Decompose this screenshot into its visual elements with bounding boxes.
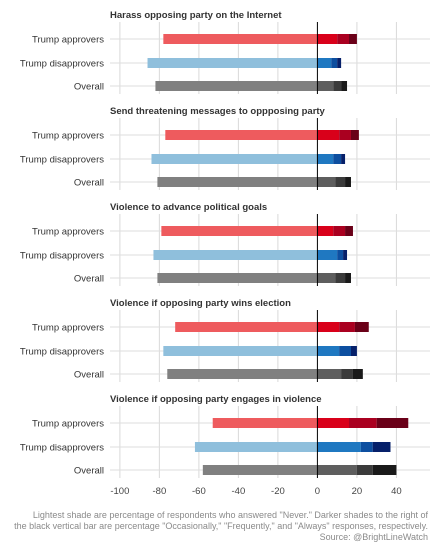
bar-never-trump-disapprovers-p3 <box>153 250 318 260</box>
category-label-trump-disapprovers: Trump disapprovers <box>20 251 104 262</box>
bar-occasionally-trump-disapprovers-p1 <box>317 58 332 68</box>
bar-never-trump-approvers-p2 <box>165 130 318 140</box>
category-label-trump-disapprovers: Trump disapprovers <box>20 347 104 358</box>
bar-never-trump-disapprovers-p1 <box>147 58 318 68</box>
bar-always-trump-disapprovers-p2 <box>341 154 346 164</box>
bar-always-overall-p4 <box>352 369 363 379</box>
bar-always-trump-disapprovers-p1 <box>337 58 342 68</box>
category-label-trump-approvers: Trump approvers <box>32 227 104 238</box>
category-label-trump-approvers: Trump approvers <box>32 419 104 430</box>
bar-never-overall-p4 <box>167 369 318 379</box>
x-tick-label: 40 <box>391 486 402 497</box>
bar-always-trump-disapprovers-p4 <box>350 346 357 356</box>
bar-occasionally-overall-p1 <box>317 81 334 91</box>
x-tick-label: 20 <box>352 486 363 497</box>
panel-title-1: Harass opposing party on the Internet <box>110 10 282 21</box>
bar-occasionally-trump-disapprovers-p3 <box>317 250 338 260</box>
bar-occasionally-trump-disapprovers-p4 <box>317 346 340 356</box>
bar-occasionally-trump-approvers-p1 <box>317 34 338 44</box>
bar-always-trump-approvers-p1 <box>349 34 357 44</box>
bar-never-overall-p1 <box>155 81 318 91</box>
caption-line-1: Lightest shade are percentage of respond… <box>32 510 428 520</box>
category-label-overall: Overall <box>74 178 104 189</box>
bar-always-trump-approvers-p2 <box>350 130 359 140</box>
category-label-trump-disapprovers: Trump disapprovers <box>20 155 104 166</box>
bar-occasionally-trump-approvers-p5 <box>317 418 350 428</box>
category-label-overall: Overall <box>74 274 104 285</box>
bar-never-trump-approvers-p5 <box>212 418 318 428</box>
category-label-overall: Overall <box>74 466 104 477</box>
panel-title-4: Violence if opposing party wins election <box>110 298 291 309</box>
bar-frequently-overall-p2 <box>335 177 346 187</box>
bar-frequently-trump-approvers-p4 <box>339 322 355 332</box>
bar-occasionally-trump-disapprovers-p5 <box>317 442 361 452</box>
panel-title-3: Violence to advance political goals <box>110 202 267 213</box>
bar-frequently-trump-disapprovers-p3 <box>337 250 344 260</box>
bar-never-overall-p3 <box>157 273 318 283</box>
panel-title-5: Violence if opposing party engages in vi… <box>110 394 322 405</box>
category-label-trump-approvers: Trump approvers <box>32 323 104 334</box>
bar-occasionally-trump-approvers-p4 <box>317 322 340 332</box>
bar-occasionally-overall-p3 <box>317 273 336 283</box>
bar-occasionally-trump-approvers-p2 <box>317 130 340 140</box>
category-label-overall: Overall <box>74 370 104 381</box>
bar-frequently-overall-p3 <box>335 273 346 283</box>
category-label-overall: Overall <box>74 82 104 93</box>
x-tick-label: -20 <box>271 486 285 497</box>
x-tick-label: -100 <box>110 486 129 497</box>
bar-occasionally-trump-approvers-p3 <box>317 226 334 236</box>
panel-title-2: Send threatening messages to oppposing p… <box>110 106 326 117</box>
bar-never-trump-disapprovers-p5 <box>194 442 318 452</box>
category-label-trump-approvers: Trump approvers <box>32 35 104 46</box>
caption-line-3: Source: @BrightLineWatch <box>319 532 428 542</box>
bar-always-trump-disapprovers-p5 <box>372 442 391 452</box>
bar-always-trump-approvers-p4 <box>354 322 369 332</box>
bar-occasionally-overall-p5 <box>317 465 357 475</box>
caption-line-2: the black vertical bar are percentage "O… <box>14 521 428 531</box>
bar-never-trump-approvers-p4 <box>175 322 318 332</box>
bar-frequently-trump-disapprovers-p2 <box>333 154 342 164</box>
bar-always-overall-p5 <box>372 465 397 475</box>
bar-always-overall-p3 <box>345 273 351 283</box>
bar-always-trump-approvers-p3 <box>345 226 353 236</box>
bar-always-trump-disapprovers-p3 <box>343 250 348 260</box>
bar-occasionally-overall-p2 <box>317 177 336 187</box>
bar-never-trump-approvers-p1 <box>163 34 318 44</box>
bar-frequently-trump-approvers-p3 <box>333 226 346 236</box>
x-tick-label: 0 <box>315 486 320 497</box>
bar-frequently-trump-approvers-p5 <box>349 418 377 428</box>
bar-frequently-trump-disapprovers-p1 <box>331 58 338 68</box>
bar-frequently-overall-p4 <box>341 369 353 379</box>
bar-frequently-trump-disapprovers-p4 <box>339 346 351 356</box>
bar-always-overall-p1 <box>341 81 348 91</box>
x-tick-label: -60 <box>192 486 206 497</box>
bar-never-trump-disapprovers-p2 <box>151 154 318 164</box>
bar-occasionally-trump-disapprovers-p2 <box>317 154 334 164</box>
bar-frequently-trump-disapprovers-p5 <box>360 442 373 452</box>
category-label-trump-disapprovers: Trump disapprovers <box>20 443 104 454</box>
bar-always-trump-approvers-p5 <box>376 418 409 428</box>
category-label-trump-approvers: Trump approvers <box>32 131 104 142</box>
bar-frequently-overall-p5 <box>356 465 373 475</box>
bar-always-overall-p2 <box>345 177 351 187</box>
category-label-trump-disapprovers: Trump disapprovers <box>20 59 104 70</box>
bar-never-trump-approvers-p3 <box>161 226 318 236</box>
bar-frequently-overall-p1 <box>333 81 342 91</box>
bar-frequently-trump-approvers-p1 <box>337 34 350 44</box>
bar-never-overall-p2 <box>157 177 318 187</box>
bar-never-overall-p5 <box>202 465 318 475</box>
bar-frequently-trump-approvers-p2 <box>339 130 351 140</box>
x-tick-label: -80 <box>153 486 167 497</box>
bar-never-trump-disapprovers-p4 <box>163 346 318 356</box>
x-tick-label: -40 <box>232 486 246 497</box>
bar-occasionally-overall-p4 <box>317 369 342 379</box>
